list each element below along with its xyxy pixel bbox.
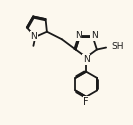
Text: SH: SH — [111, 42, 123, 51]
Text: F: F — [83, 97, 89, 107]
Text: N: N — [30, 32, 37, 41]
Text: N: N — [83, 55, 90, 64]
Text: N: N — [75, 31, 82, 40]
Text: N: N — [91, 31, 97, 40]
